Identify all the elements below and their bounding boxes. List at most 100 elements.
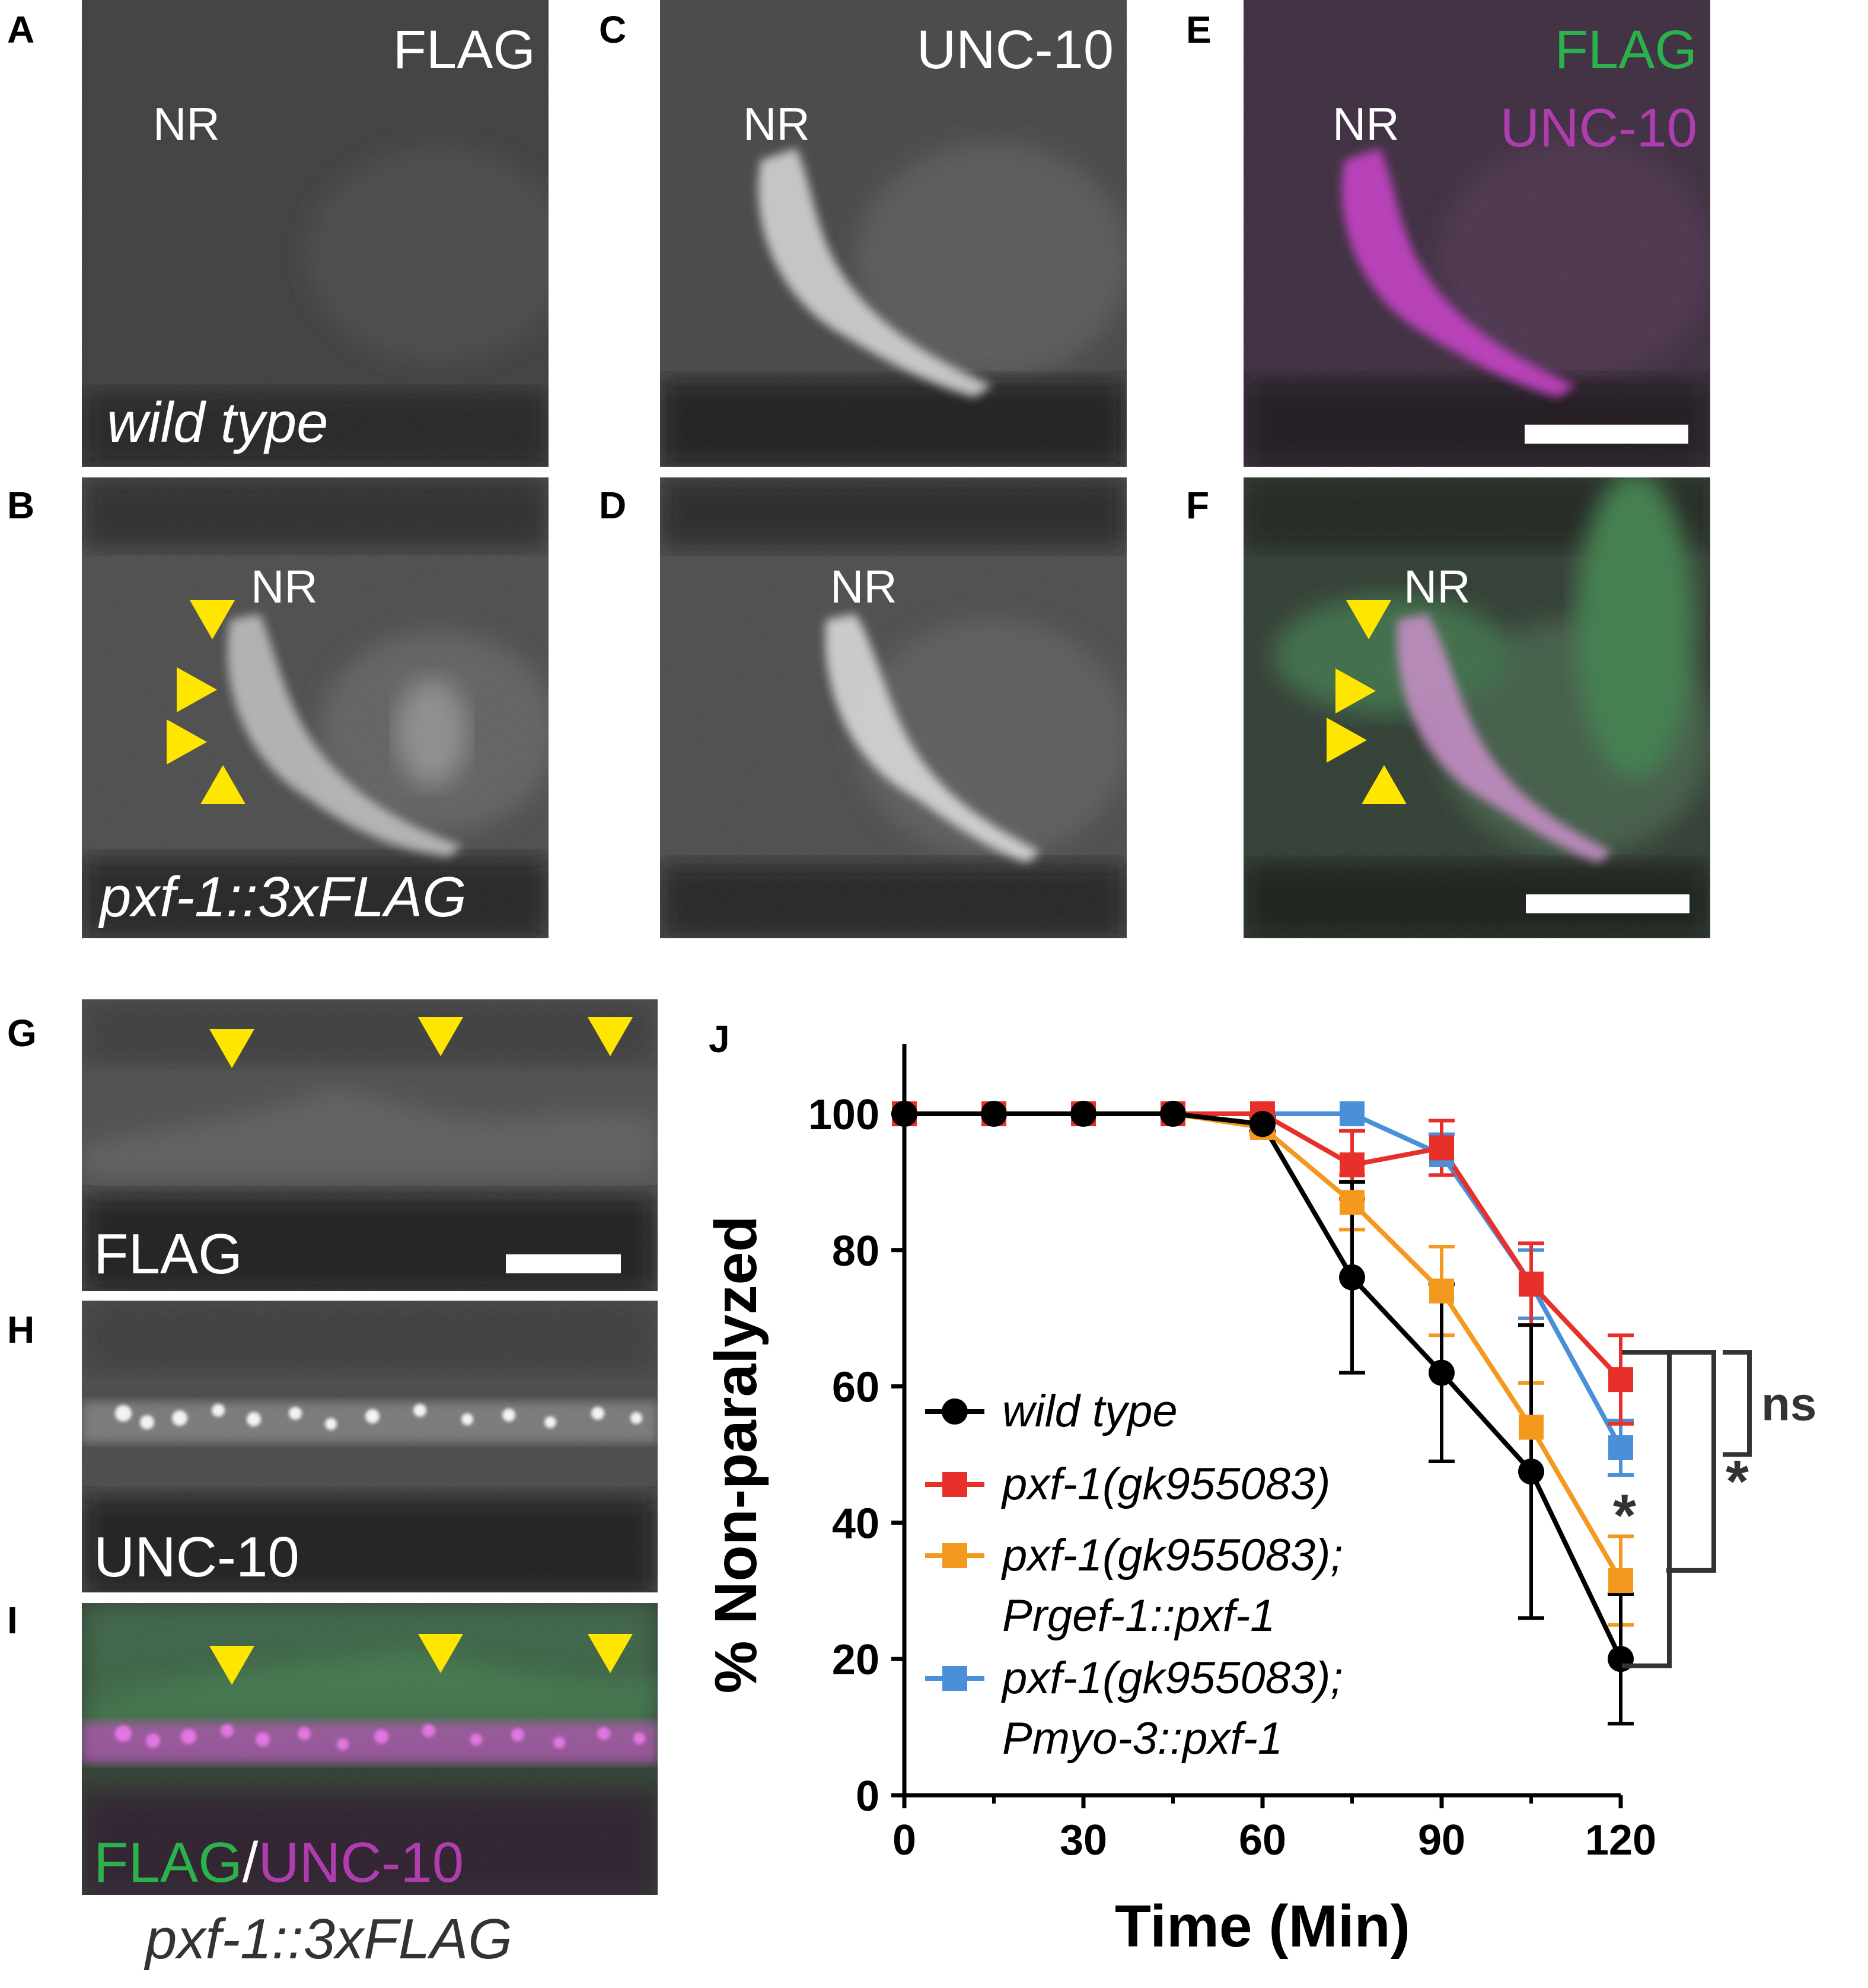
arrowhead-down-icon: [209, 1029, 254, 1068]
nerve-ring-label: NR: [153, 98, 220, 150]
x-tick-label: 60: [1239, 1817, 1286, 1864]
nerve-ring-label: NR: [1404, 560, 1471, 613]
data-point: [1339, 1264, 1365, 1291]
arrowhead-down-icon: [209, 1646, 254, 1685]
micrograph-b: NR pxf-1::3xFLAG: [82, 477, 549, 938]
genotype-label: pxf-1::3xFLAG: [100, 865, 467, 929]
panel-letter-a: A: [7, 8, 35, 51]
arrowhead-right-icon: [167, 719, 207, 764]
data-point: [1429, 1359, 1455, 1386]
channel-label-green: FLAG: [1554, 20, 1697, 80]
arrowhead-down-icon: [1346, 600, 1391, 639]
data-point: [1608, 1435, 1633, 1461]
micrograph-a: FLAG NR wild type: [82, 0, 549, 467]
panel-letter-c: C: [599, 8, 627, 51]
arrowhead-right-icon: [1327, 718, 1367, 763]
micrograph-h: UNC-10: [82, 1301, 658, 1592]
y-tick-label: 40: [832, 1500, 879, 1547]
significance-bracket: [1622, 1350, 1672, 1668]
arrowhead-down-icon: [588, 1634, 633, 1673]
arrowhead-icons: [209, 1017, 633, 1068]
paralysis-chart: 0 30 60 90 120 0 20 40 60 80 100 Time (Min) % Non-pa…: [682, 996, 1868, 1985]
series-line: [904, 1111, 1623, 1582]
channel-label-magenta: UNC-10: [258, 1831, 464, 1894]
legend-label: wild type: [1002, 1386, 1178, 1436]
channel-label: UNC-10: [916, 20, 1114, 80]
significance-label: ns: [1761, 1377, 1816, 1430]
significance-bracket: [1723, 1350, 1752, 1457]
channel-label: FLAG: [94, 1222, 243, 1286]
y-tick-label: 20: [832, 1636, 879, 1684]
channel-label-magenta: UNC-10: [1500, 98, 1697, 158]
arrowhead-right-icon: [177, 667, 217, 712]
legend-label: pxf-1(gk955083);: [1001, 1653, 1343, 1703]
series-line: [904, 1111, 1622, 1381]
micrograph-g: FLAG: [82, 999, 658, 1291]
chart-svg: 0 30 60 90 120 0 20 40 60 80 100 Time (Min) % Non-pa…: [703, 1044, 1816, 1960]
significance-label: *: [1726, 1448, 1749, 1515]
data-point: [1429, 1278, 1454, 1304]
scale-bar: [506, 1254, 621, 1273]
legend-label-line2: Prgef-1::pxf-1: [1002, 1591, 1275, 1641]
channel-label: UNC-10: [94, 1525, 299, 1589]
arrowhead-right-icon: [1335, 668, 1376, 713]
arrowhead-down-icon: [418, 1634, 463, 1673]
x-axis-label: Time (Min): [1115, 1893, 1410, 1960]
arrowhead-down-icon: [190, 600, 235, 639]
data-point: [1249, 1111, 1276, 1138]
legend-swatch-marker: [942, 1398, 968, 1425]
micrograph-i: FLAG/UNC-10: [82, 1603, 658, 1895]
genotype-caption: pxf-1::3xFLAG: [145, 1907, 512, 1971]
y-tick-label: 60: [832, 1364, 879, 1412]
panel-letter-f: F: [1186, 484, 1210, 527]
y-tick-label: 80: [832, 1228, 879, 1275]
scale-bar: [1526, 894, 1690, 913]
panel-letter-g: G: [7, 1012, 37, 1054]
arrowhead-down-icon: [418, 1017, 463, 1056]
panel-letter-e: E: [1186, 8, 1212, 51]
y-tick-label: 100: [808, 1091, 879, 1139]
data-point: [1160, 1101, 1186, 1127]
data-point: [1608, 1568, 1633, 1594]
data-point: [1608, 1367, 1633, 1393]
panel-letter-h: H: [7, 1308, 35, 1351]
panel-letter-b: B: [7, 484, 35, 527]
significance-label: *: [1613, 1482, 1636, 1549]
legend-swatch-marker: [942, 1666, 967, 1691]
channel-label-green: FLAG: [94, 1831, 243, 1894]
arrowhead-up-icon: [1362, 765, 1407, 804]
data-point: [1429, 1135, 1454, 1161]
micrograph-d: NR: [660, 477, 1127, 938]
legend-label-line2: Pmyo-3::pxf-1: [1002, 1713, 1283, 1764]
data-point: [1340, 1152, 1365, 1178]
merge-label: FLAG/UNC-10: [94, 1834, 464, 1891]
scale-bar: [1525, 425, 1688, 444]
significance-bracket: [1666, 1350, 1716, 1573]
panel-letter-j: J: [709, 1018, 730, 1060]
legend-label: pxf-1(gk955083);: [1001, 1530, 1343, 1581]
x-tick-label: 120: [1585, 1817, 1656, 1864]
panel-letter-i: I: [7, 1599, 18, 1642]
data-point: [1070, 1101, 1096, 1127]
data-point: [1518, 1458, 1544, 1485]
arrowhead-icons: [1327, 600, 1407, 804]
arrowhead-icons: [167, 600, 246, 804]
legend-label: pxf-1(gk955083): [1001, 1459, 1330, 1509]
data-point: [1519, 1272, 1544, 1297]
data-point: [1340, 1190, 1365, 1215]
micrograph-c: UNC-10 NR: [660, 0, 1127, 467]
nerve-ring-label: NR: [1333, 98, 1400, 150]
data-point: [981, 1101, 1007, 1127]
legend-swatch-marker: [942, 1472, 967, 1497]
channel-label: FLAG: [393, 20, 535, 80]
micrograph-f: NR: [1244, 477, 1710, 938]
y-axis-label: % Non-paralyzed: [703, 1216, 769, 1694]
data-point: [1519, 1414, 1544, 1440]
label-separator: /: [242, 1831, 259, 1894]
genotype-label: wild type: [107, 391, 329, 454]
y-tick-label: 0: [856, 1773, 879, 1820]
arrowhead-icons: [209, 1634, 633, 1685]
arrowhead-down-icon: [588, 1017, 633, 1056]
legend-swatch-marker: [942, 1543, 967, 1568]
nerve-ring-label: NR: [251, 560, 318, 613]
